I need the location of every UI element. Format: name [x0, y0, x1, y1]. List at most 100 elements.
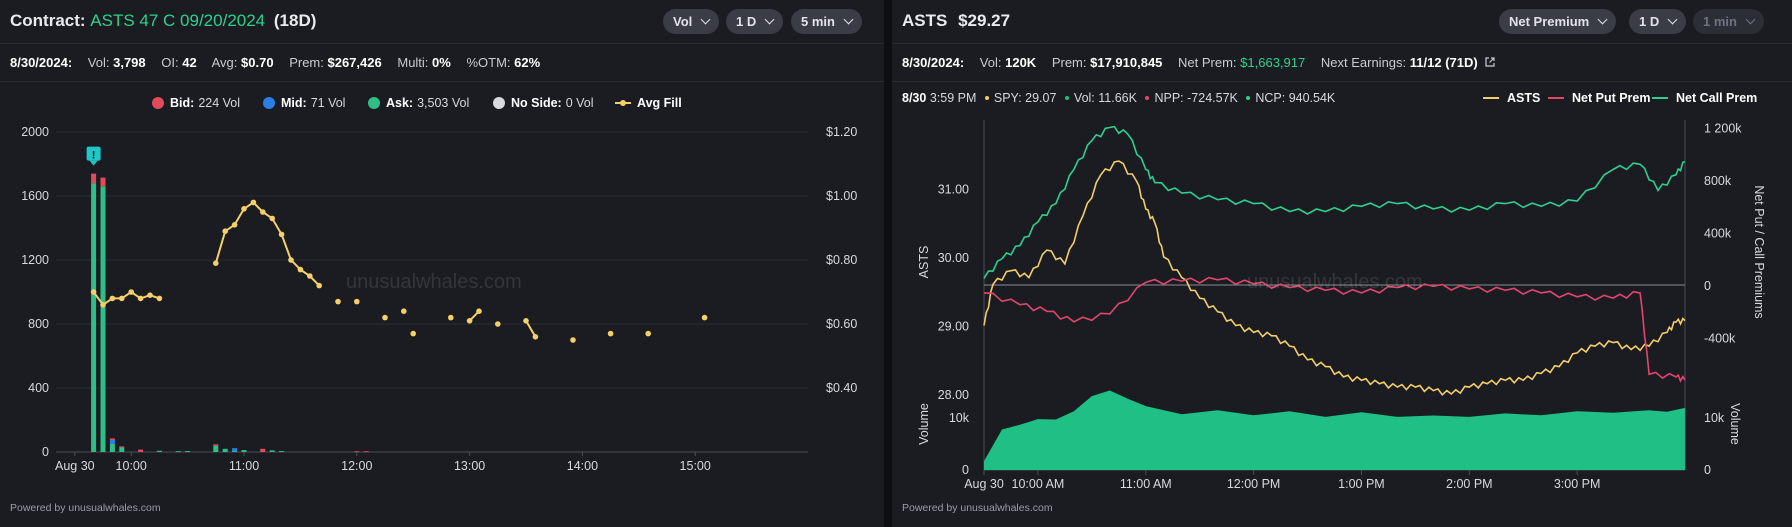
info-date: 8/30: [902, 91, 927, 105]
oi-value: 42: [182, 55, 197, 70]
volume-bar-bid: [354, 451, 360, 453]
net-premium-dropdown[interactable]: Net Premium: [1499, 9, 1617, 34]
vol-dropdown[interactable]: Vol: [663, 9, 720, 34]
chevron-down-icon: [1667, 14, 1678, 25]
volume-legend: Bid: 224 Vol Mid: 71 Vol Ask: 3,503 Vol No …: [0, 96, 884, 114]
legend-asts[interactable]: ASTS: [1483, 91, 1540, 105]
avg-fill-point: [288, 257, 294, 263]
noside-dot-icon: [493, 97, 505, 109]
x-tick-label: 12:00 PM: [1227, 477, 1281, 491]
contract-name[interactable]: ASTS 47 C 09/20/2024: [90, 11, 266, 30]
legend-net-put[interactable]: Net Put Prem: [1548, 91, 1651, 105]
ncp-dot-icon: [1246, 96, 1251, 100]
avg-fill-point: [532, 334, 539, 340]
asts-dot-icon: [984, 96, 989, 100]
x-tick-label: 12:00: [341, 459, 372, 473]
avg-fill-point: [250, 199, 257, 206]
info-spy-label: SPY:: [993, 91, 1022, 105]
y-tick-label-right: -400k: [1704, 332, 1736, 346]
volume-bar-bid: [100, 177, 106, 187]
interval-dropdown[interactable]: 5 min: [791, 9, 862, 34]
volume-bar-ask: [232, 451, 238, 453]
avg-fill-point: [297, 266, 304, 273]
right-range-dropdown[interactable]: 1 D: [1629, 9, 1687, 34]
legend-mid[interactable]: Mid: 71 Vol: [263, 96, 345, 110]
x-tick-label: 13:00: [454, 459, 485, 473]
y-tick-label-left: 31.00: [938, 183, 969, 197]
legend-avgfill[interactable]: Avg Fill: [615, 96, 686, 110]
vol-dropdown-label: Vol: [673, 14, 693, 29]
avg-fill-point: [316, 282, 323, 289]
otm-value: 62%: [514, 55, 541, 70]
legend-noside[interactable]: No Side: 0 Vol: [493, 96, 594, 110]
avg-fill-point: [222, 228, 228, 234]
legend-noside-label: No Side:: [511, 96, 562, 110]
y-tick-label-right: 400k: [1704, 227, 1732, 241]
avg-fill-point: [231, 222, 238, 228]
volume-bar-ask: [279, 451, 285, 453]
x-tick-label: 2:00 PM: [1446, 477, 1493, 491]
avg-fill-point: [307, 273, 313, 279]
legend-avgfill-label: Avg Fill: [637, 96, 682, 110]
right-interval-dropdown[interactable]: 1 min: [1693, 9, 1764, 34]
ticker-symbol[interactable]: ASTS: [902, 11, 948, 30]
multi-value: 0%: [432, 55, 451, 70]
volume-tick-right: 10k: [1704, 411, 1725, 425]
avg-fill-point: [260, 209, 266, 215]
avg-fill-point: [495, 321, 501, 327]
x-tick-label: 10:00: [116, 459, 147, 473]
right-range-dropdown-label: 1 D: [1639, 14, 1660, 29]
info-ncp-label: NCP:: [1255, 91, 1286, 105]
volume-bar-bid: [260, 448, 266, 452]
contract-stats-bar: 8/30/2024: Vol: 3,798 OI: 42 Avg: $0.70 …: [0, 44, 884, 82]
avg-fill-point: [401, 308, 407, 315]
volume-bar-ask: [269, 450, 275, 452]
legend-ask[interactable]: Ask: 3,503 Vol: [368, 96, 469, 110]
vol-value: 3,798: [113, 55, 146, 70]
crosshair-info: 8/30 3:59 PM SPY: 29.07 Vol: 11.66K NPP:…: [902, 91, 1335, 105]
multi-label: Multi:: [397, 55, 429, 70]
vol-value: 120K: [1005, 55, 1037, 70]
legend-noside-value: 0 Vol: [565, 96, 594, 110]
avg-fill-point: [100, 302, 106, 308]
y-axis-label-left: ASTS: [917, 246, 931, 279]
vol-label: Vol:: [979, 55, 1002, 70]
y-tick-label-right: $1.00: [826, 189, 857, 203]
left-header: Contract: ASTS 47 C 09/20/2024 (18D) Vol…: [0, 0, 884, 44]
option-contract-panel: Contract: ASTS 47 C 09/20/2024 (18D) Vol…: [0, 0, 884, 527]
volume-bar-ask: [175, 451, 181, 453]
avg-fill-point: [269, 215, 276, 222]
y-tick-label-right: $0.60: [826, 317, 857, 331]
volume-bar-ask: [109, 444, 115, 452]
x-tick-label: 10:00 AM: [1012, 477, 1065, 491]
chevron-down-icon: [764, 14, 775, 25]
legend-net-call[interactable]: Net Call Prem: [1652, 91, 1757, 105]
x-tick-label: 14:00: [567, 459, 598, 473]
range-dropdown[interactable]: 1 D: [726, 9, 784, 34]
net-premium-dropdown-label: Net Premium: [1509, 14, 1590, 29]
avg-fill-line: [92, 290, 160, 307]
avg-fill-line: [525, 320, 537, 338]
info-time: 3:59 PM: [929, 91, 977, 105]
info-npp-label: NPP:: [1154, 91, 1184, 105]
volume-bar-ask: [241, 450, 247, 452]
avg-fill-point: [570, 337, 576, 343]
y-axis-label-right: Net Put / Call Premiums: [1752, 185, 1766, 318]
volume-bar-bid: [91, 173, 97, 184]
volume-bar-mid: [232, 448, 238, 452]
volume-bar-bid: [213, 444, 219, 446]
alert-marker-pointer: [89, 160, 98, 166]
legend-ask-value: 3,503 Vol: [417, 96, 470, 110]
watermark: unusualwhales.com: [1247, 271, 1423, 293]
npp-dot-icon: [1145, 96, 1150, 100]
volume-tick-left: 0: [962, 463, 969, 477]
avg-fill-point: [466, 318, 473, 324]
chevron-down-icon: [1597, 14, 1608, 25]
legend-bid-value: 224 Vol: [198, 96, 241, 110]
avg-fill-point: [701, 314, 708, 321]
external-link-icon[interactable]: [1485, 55, 1495, 70]
earnings-label: Next Earnings:: [1320, 55, 1407, 70]
chevron-down-icon: [843, 14, 854, 25]
alert-marker-icon: [86, 146, 101, 161]
legend-bid[interactable]: Bid: 224 Vol: [152, 96, 240, 110]
